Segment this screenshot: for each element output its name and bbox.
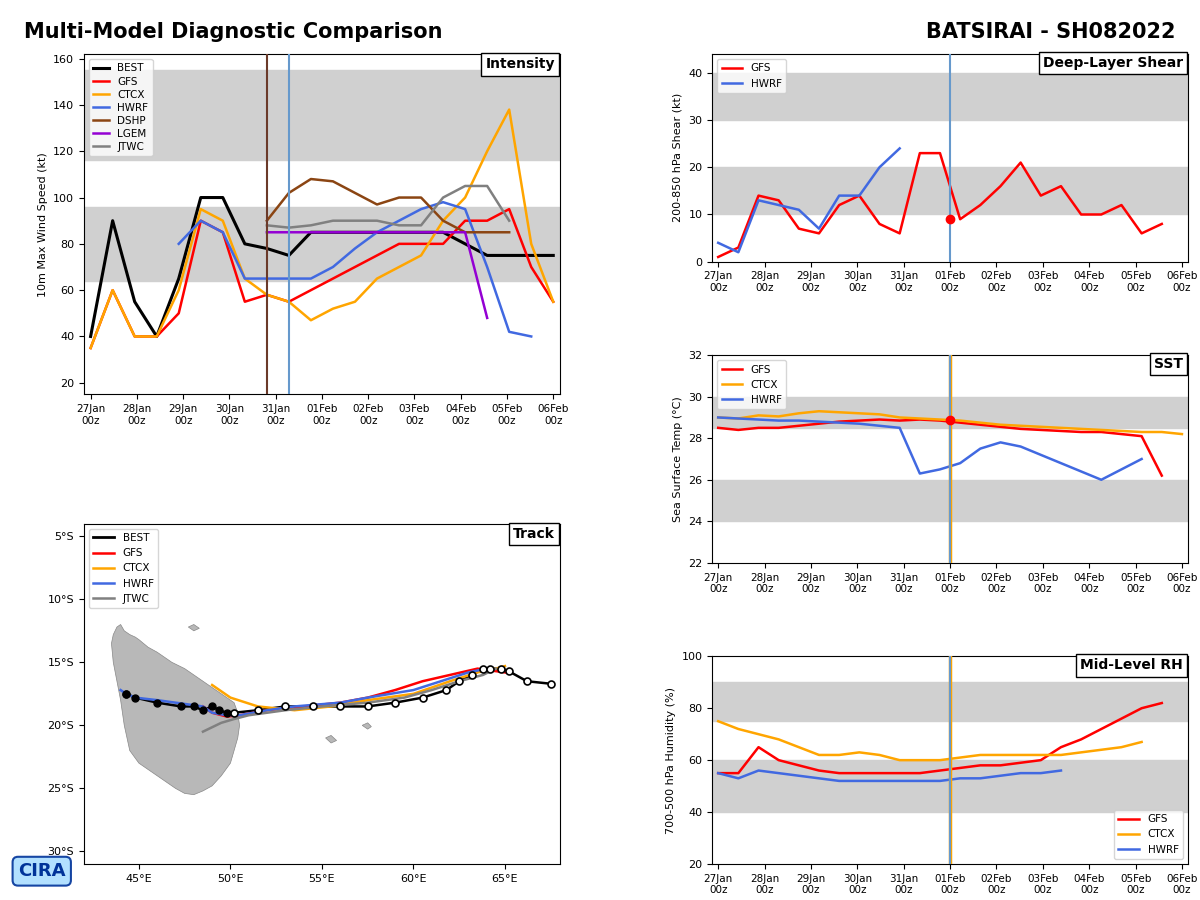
Text: Multi-Model Diagnostic Comparison: Multi-Model Diagnostic Comparison — [24, 22, 443, 42]
Text: Track: Track — [514, 527, 556, 541]
Text: Deep-Layer Shear: Deep-Layer Shear — [1043, 56, 1183, 70]
Legend: GFS, HWRF: GFS, HWRF — [718, 59, 786, 93]
Legend: BEST, GFS, CTCX, HWRF, JTWC: BEST, GFS, CTCX, HWRF, JTWC — [89, 529, 157, 608]
Bar — [84, 207, 560, 281]
Y-axis label: 200-850 hPa Shear (kt): 200-850 hPa Shear (kt) — [673, 94, 683, 222]
Bar — [712, 167, 1188, 214]
Bar — [712, 73, 1188, 120]
Polygon shape — [188, 625, 199, 631]
Bar — [712, 682, 1188, 721]
Polygon shape — [112, 625, 240, 795]
Bar — [84, 70, 560, 160]
Text: Mid-Level RH: Mid-Level RH — [1080, 659, 1183, 672]
Text: SST: SST — [1154, 357, 1183, 371]
Legend: BEST, GFS, CTCX, HWRF, DSHP, LGEM, JTWC: BEST, GFS, CTCX, HWRF, DSHP, LGEM, JTWC — [89, 59, 152, 157]
Polygon shape — [362, 723, 371, 729]
Text: Intensity: Intensity — [486, 58, 556, 71]
Y-axis label: 10m Max Wind Speed (kt): 10m Max Wind Speed (kt) — [37, 152, 48, 296]
Y-axis label: Sea Surface Temp (°C): Sea Surface Temp (°C) — [673, 396, 683, 522]
Bar — [712, 760, 1188, 812]
Bar — [712, 397, 1188, 427]
Y-axis label: 700-500 hPa Humidity (%): 700-500 hPa Humidity (%) — [666, 687, 676, 833]
Polygon shape — [325, 735, 336, 743]
Bar — [712, 480, 1188, 521]
Text: CIRA: CIRA — [18, 862, 66, 880]
Legend: GFS, CTCX, HWRF: GFS, CTCX, HWRF — [718, 360, 786, 410]
Legend: GFS, CTCX, HWRF: GFS, CTCX, HWRF — [1115, 810, 1183, 859]
Text: BATSIRAI - SH082022: BATSIRAI - SH082022 — [926, 22, 1176, 42]
